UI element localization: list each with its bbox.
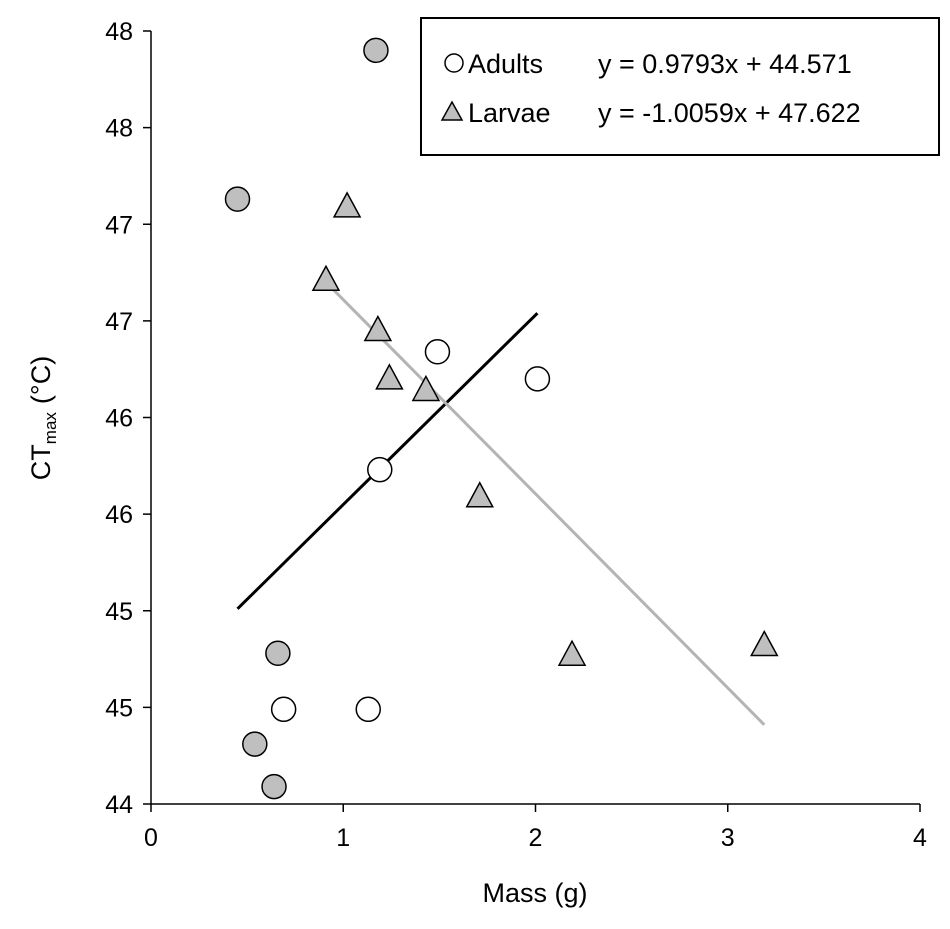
larvae-point xyxy=(311,264,341,292)
legend-larvae-equation: y = -1.0059x + 47.622 xyxy=(598,98,861,128)
y-axis-title-sub: max xyxy=(41,412,60,445)
adult-point xyxy=(270,696,297,723)
x-tick-label: 1 xyxy=(336,824,350,852)
legend-larvae-marker xyxy=(440,100,464,121)
y-tick-label: 45 xyxy=(105,694,133,722)
y-tick-label: 45 xyxy=(105,598,133,626)
adult-point xyxy=(367,456,393,483)
x-axis-title: Mass (g) xyxy=(482,878,587,908)
gray-circle-point xyxy=(265,640,291,667)
y-tick-label: 47 xyxy=(105,211,133,239)
legend-larvae-label: Larvae xyxy=(468,98,551,128)
x-tick-label: 0 xyxy=(144,824,158,852)
y-tick-label: 47 xyxy=(105,308,133,336)
trendlines xyxy=(236,281,766,726)
legend-box xyxy=(420,17,940,156)
ticks xyxy=(143,30,921,812)
larvae-point xyxy=(411,374,441,402)
legend-adults-label: Adults xyxy=(468,49,543,79)
larvae-point xyxy=(363,314,393,342)
y-tick-label: 46 xyxy=(105,405,133,433)
larvae-point xyxy=(465,481,495,508)
legend-adults-marker xyxy=(444,53,464,73)
x-tick-label: 3 xyxy=(721,824,735,852)
larvae-point xyxy=(332,191,362,218)
larvae-trend-line xyxy=(324,281,766,726)
adult-point xyxy=(355,696,381,723)
y-tick-label: 46 xyxy=(105,501,133,529)
gray-circle-point xyxy=(363,37,389,64)
gray-circle-point xyxy=(242,731,268,757)
gray-circle-point xyxy=(261,773,287,800)
x-tick-label: 4 xyxy=(913,824,927,852)
y-axis-title: CTmax (°C) xyxy=(26,356,60,480)
y-tick-label: 44 xyxy=(105,791,133,819)
y-tick-label: 48 xyxy=(105,115,133,143)
y-axis-title-main: CT xyxy=(26,444,56,480)
adult-point xyxy=(524,366,551,392)
larvae-point xyxy=(557,639,587,666)
markers xyxy=(224,37,779,800)
legend-adults-equation: y = 0.9793x + 44.571 xyxy=(598,49,852,79)
y-tick-label: 48 xyxy=(105,18,133,46)
gray-circle-point xyxy=(224,186,251,212)
legend: Adults y = 0.9793x + 44.571 Larvae y = -… xyxy=(420,17,940,156)
adult-point xyxy=(424,339,451,365)
larvae-point xyxy=(375,363,404,390)
larvae-point xyxy=(750,629,779,657)
x-tick-label: 2 xyxy=(529,824,543,852)
y-axis-title-unit: (°C) xyxy=(26,356,56,404)
